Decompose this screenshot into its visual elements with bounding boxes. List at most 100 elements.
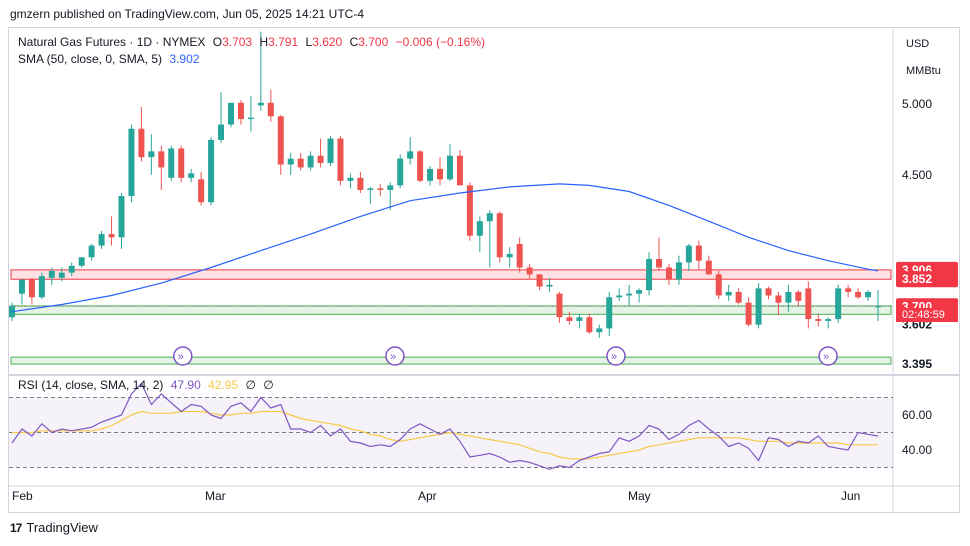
candle-body	[656, 258, 663, 268]
event-marker-icon	[606, 346, 626, 366]
currency-label[interactable]: USD	[906, 38, 930, 50]
rsi-ma-line	[12, 410, 878, 460]
sma-label: SMA (50, close, 0, SMA, 5)	[18, 52, 163, 66]
rsi-ma-value: 42.95	[208, 378, 239, 392]
brand-name: TradingView	[26, 520, 98, 535]
time-axis-label: May	[628, 489, 651, 503]
candle-body	[237, 102, 244, 120]
tradingview-logo-icon: 17	[10, 520, 22, 535]
candle-body	[825, 319, 832, 321]
price-tick-label: 4.500	[902, 168, 932, 182]
event-marker-arrow: »	[611, 351, 617, 363]
candle-body	[267, 102, 274, 117]
sma-line	[11, 183, 879, 313]
candle-body	[38, 276, 45, 298]
candle-body	[496, 213, 503, 258]
rsi-line	[11, 382, 879, 470]
publish-line: gmzern published on TradingView.com, Jun…	[10, 7, 364, 21]
candle-body	[347, 177, 354, 181]
candle-body	[546, 284, 553, 287]
candle-body	[506, 253, 513, 258]
ohlc-change: −0.006 (−0.16%)	[395, 35, 486, 49]
ohlc-close: C3.700	[349, 35, 389, 49]
candle-body	[835, 288, 842, 320]
candle-body	[48, 270, 55, 278]
price-tag-label: 3.852	[902, 272, 932, 286]
candle-body	[705, 260, 712, 275]
candle-body	[327, 138, 334, 164]
candle-body	[188, 173, 195, 178]
candle-body	[427, 168, 434, 181]
resistance-zone-0	[10, 269, 892, 280]
event-marker-icon	[818, 346, 838, 366]
candle-body	[397, 158, 404, 186]
ohlc-open: O3.703	[212, 35, 253, 49]
rsi-tick-label: 60.00	[902, 408, 932, 422]
candle-body	[377, 188, 384, 190]
candle-body	[805, 288, 812, 320]
candle-body	[586, 317, 593, 333]
candle-body	[456, 155, 463, 186]
event-marker-arrow: »	[178, 351, 184, 363]
candle-body	[198, 179, 205, 203]
footer-brand[interactable]: 17 TradingView	[10, 520, 98, 535]
candle-body	[178, 148, 185, 178]
countdown-tag: 02:48:59	[896, 308, 958, 322]
candle-body	[337, 138, 344, 181]
rsi-tick-label: 40.00	[902, 443, 932, 457]
candle-body	[616, 295, 623, 298]
candle-body	[745, 302, 752, 325]
candle-body	[88, 245, 95, 258]
candle-body	[516, 243, 523, 268]
price-tag	[896, 271, 958, 288]
candle-body	[636, 290, 643, 294]
candle-body	[68, 265, 75, 273]
candle-body	[307, 155, 314, 168]
time-axis-label: Jun	[841, 489, 860, 503]
candle-body	[387, 185, 394, 190]
candle-body	[576, 317, 583, 321]
candle-body	[407, 151, 414, 159]
candle-body	[775, 295, 782, 303]
candle-body	[317, 155, 324, 164]
candle-body	[536, 274, 543, 287]
sma-value: 3.902	[169, 52, 200, 66]
candle-body	[646, 258, 653, 291]
candle-body	[725, 291, 732, 296]
candle-body	[78, 257, 85, 266]
candle-body	[277, 116, 284, 165]
candle-body	[118, 196, 125, 238]
candle-body	[158, 151, 165, 168]
candle-body	[218, 124, 225, 140]
symbol-name[interactable]: Natural Gas Futures · 1D · NYMEX	[18, 35, 206, 49]
unit-label[interactable]: MMBtu	[906, 65, 941, 77]
candle-body	[18, 279, 25, 294]
rsi-extra-2: ∅	[263, 378, 274, 392]
candle-body	[466, 185, 473, 236]
candle-body	[138, 128, 145, 158]
candle-body	[695, 245, 702, 261]
candle-body	[626, 293, 633, 296]
candle-body	[208, 139, 215, 203]
candle-body	[665, 267, 672, 280]
rsi-legend[interactable]: RSI (14, close, SMA, 14, 2) 47.90 42.95 …	[18, 378, 278, 392]
event-marker-icon	[173, 346, 193, 366]
candle-body	[685, 245, 692, 263]
candle-body	[596, 328, 603, 333]
candle-body	[476, 221, 483, 236]
time-axis-label: Mar	[205, 489, 226, 503]
candle-body	[755, 288, 762, 325]
rsi-extra-1: ∅	[245, 378, 256, 392]
price-tag-label: 3.395	[902, 357, 932, 371]
candle-body	[486, 213, 493, 222]
candle-body	[715, 274, 722, 296]
candle-body	[287, 158, 294, 165]
candle-body	[58, 272, 65, 278]
symbol-legend[interactable]: Natural Gas Futures · 1D · NYMEX O3.703 …	[18, 35, 489, 49]
candle-body	[98, 234, 105, 246]
candle-body	[446, 155, 453, 180]
candle-body	[855, 291, 862, 298]
rsi-value: 47.90	[170, 378, 201, 392]
sma-legend[interactable]: SMA (50, close, 0, SMA, 5) 3.902	[18, 52, 203, 66]
